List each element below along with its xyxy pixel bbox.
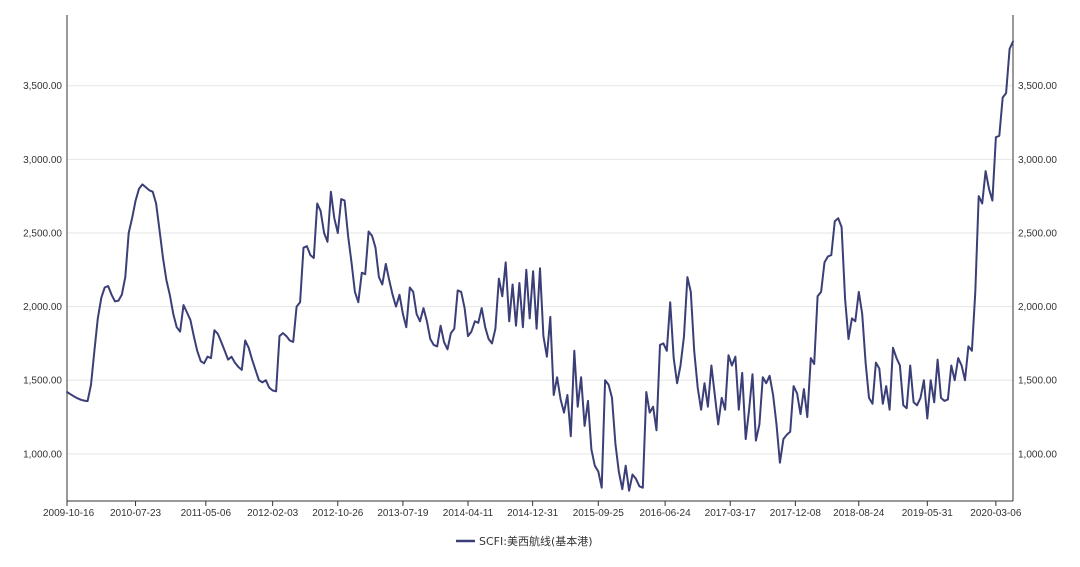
y-tick-label-left: 1,000.00 bbox=[23, 449, 62, 460]
y-tick-label-right: 3,000.00 bbox=[1018, 155, 1057, 166]
y-tick-label-left: 3,000.00 bbox=[23, 155, 62, 166]
legend[interactable]: SCFI:美西航线(基本港) bbox=[456, 534, 593, 548]
y-tick-label-left: 2,500.00 bbox=[23, 228, 62, 239]
x-tick-label: 2009-10-16 bbox=[43, 508, 95, 519]
series-layer bbox=[66, 40, 1014, 492]
x-tick-label: 2017-12-08 bbox=[770, 508, 822, 519]
y-tick-label-right: 1,500.00 bbox=[1018, 376, 1057, 387]
y-tick-label-left: 2,000.00 bbox=[23, 302, 62, 313]
x-tick-label: 2010-07-23 bbox=[110, 508, 162, 519]
x-tick-label: 2014-04-11 bbox=[443, 508, 494, 519]
y-tick-label-left: 3,500.00 bbox=[23, 81, 62, 92]
x-tick-label: 2012-02-03 bbox=[247, 508, 299, 519]
x-tick-label: 2017-03-17 bbox=[705, 508, 757, 519]
x-tick-label: 2011-05-06 bbox=[181, 508, 232, 519]
series-line bbox=[66, 40, 1014, 492]
grid-layer bbox=[67, 85, 1013, 455]
y-tick-label-right: 2,000.00 bbox=[1018, 302, 1057, 313]
x-tick-label: 2015-09-25 bbox=[573, 508, 625, 519]
y-tick-label-right: 3,500.00 bbox=[1018, 81, 1057, 92]
x-tick-label: 2019-05-31 bbox=[902, 508, 954, 519]
x-tick-label: 2013-07-19 bbox=[377, 508, 429, 519]
x-tick-label: 2018-08-24 bbox=[833, 508, 885, 519]
legend-label[interactable]: SCFI:美西航线(基本港) bbox=[479, 534, 593, 548]
x-tick-label: 2020-03-06 bbox=[970, 508, 1022, 519]
y-tick-label-right: 1,000.00 bbox=[1018, 449, 1057, 460]
x-tick-label: 2014-12-31 bbox=[507, 508, 559, 519]
y-tick-label-right: 2,500.00 bbox=[1018, 228, 1057, 239]
tick-layer: 1,000.00 1,000.00 1,500.00 1,500.00 2,000.00… bbox=[23, 81, 1057, 519]
axis-layer bbox=[66, 15, 1014, 506]
y-tick-label-left: 1,500.00 bbox=[23, 376, 62, 387]
x-tick-label: 2012-10-26 bbox=[312, 508, 364, 519]
x-tick-label: 2016-06-24 bbox=[640, 508, 692, 519]
